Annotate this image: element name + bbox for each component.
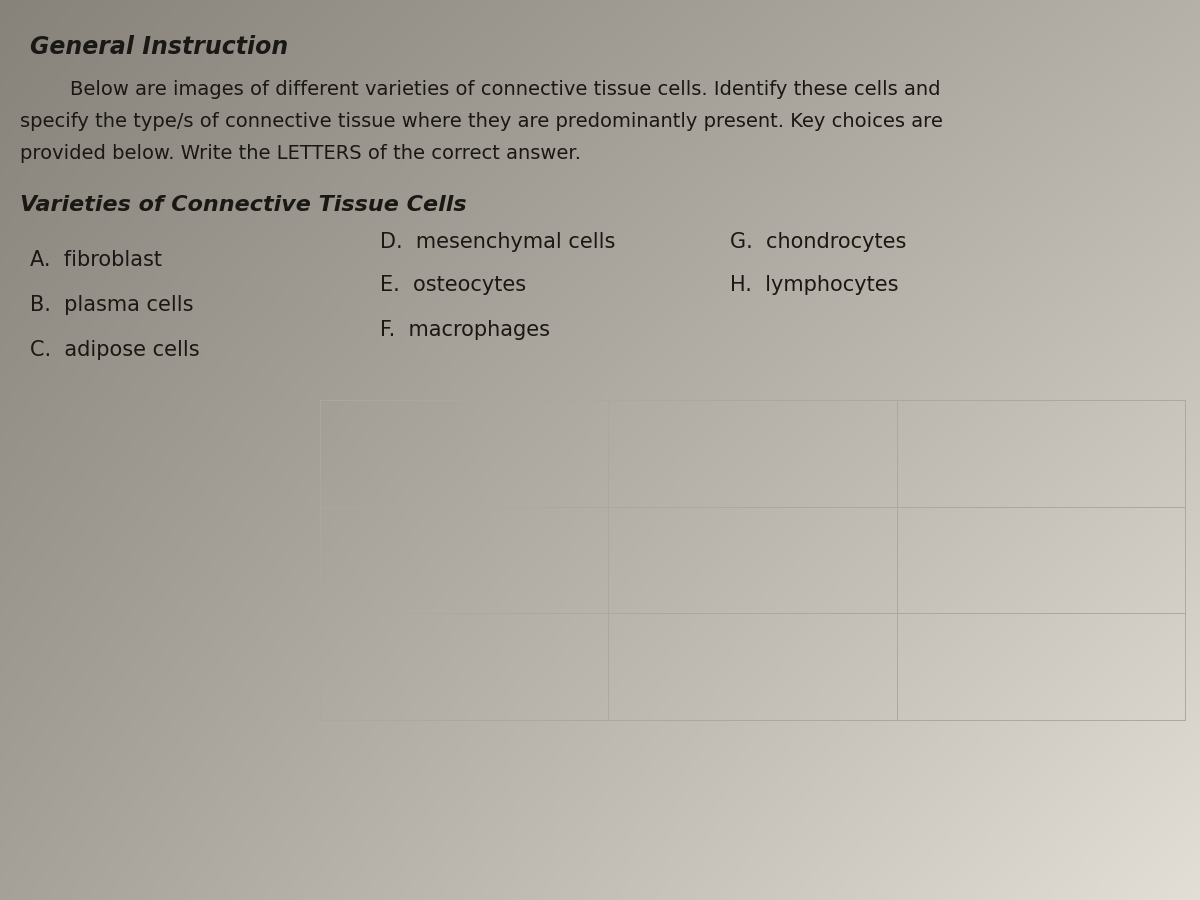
Text: specify the type/s of connective tissue where they are predominantly present. Ke: specify the type/s of connective tissue … bbox=[20, 112, 943, 131]
Text: D.  mesenchymal cells: D. mesenchymal cells bbox=[380, 232, 616, 252]
Text: C.  adipose cells: C. adipose cells bbox=[30, 340, 199, 360]
Text: A.  fibroblast: A. fibroblast bbox=[30, 250, 162, 270]
Text: General Instruction: General Instruction bbox=[30, 35, 288, 59]
Text: H.  lymphocytes: H. lymphocytes bbox=[730, 275, 899, 295]
Text: provided below. Write the LETTERS of the correct answer.: provided below. Write the LETTERS of the… bbox=[20, 144, 581, 163]
Text: E.  osteocytes: E. osteocytes bbox=[380, 275, 526, 295]
Text: Varieties of Connective Tissue Cells: Varieties of Connective Tissue Cells bbox=[20, 195, 467, 215]
Text: Below are images of different varieties of connective tissue cells. Identify the: Below are images of different varieties … bbox=[70, 80, 941, 99]
Text: G.  chondrocytes: G. chondrocytes bbox=[730, 232, 906, 252]
Text: F.  macrophages: F. macrophages bbox=[380, 320, 550, 340]
Text: B.  plasma cells: B. plasma cells bbox=[30, 295, 193, 315]
